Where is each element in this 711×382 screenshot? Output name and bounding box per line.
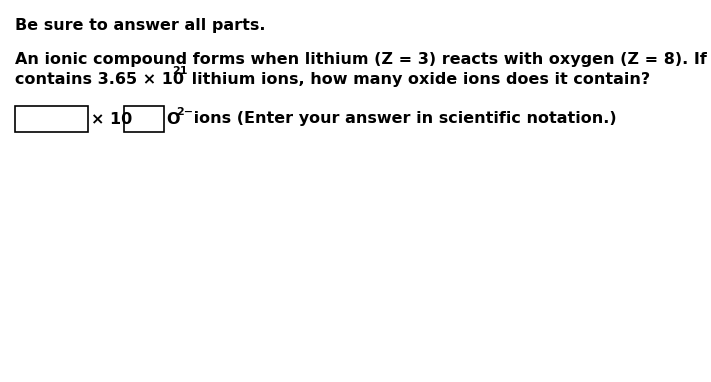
Text: Be sure to answer all parts.: Be sure to answer all parts. <box>15 18 265 33</box>
Text: ions (Enter your answer in scientific notation.): ions (Enter your answer in scientific no… <box>188 112 616 126</box>
Text: 2−: 2− <box>176 107 193 117</box>
Text: contains 3.65 × 10: contains 3.65 × 10 <box>15 72 184 87</box>
Bar <box>15 106 88 132</box>
Text: An ionic compound forms when lithium (Z = 3) reacts with oxygen (Z = 8). If a sa: An ionic compound forms when lithium (Z … <box>15 52 711 67</box>
Text: × 10: × 10 <box>91 112 132 126</box>
Text: lithium ions, how many oxide ions does it contain?: lithium ions, how many oxide ions does i… <box>186 72 650 87</box>
Text: O: O <box>166 112 179 126</box>
Text: 21: 21 <box>172 66 188 76</box>
Bar <box>124 106 164 132</box>
